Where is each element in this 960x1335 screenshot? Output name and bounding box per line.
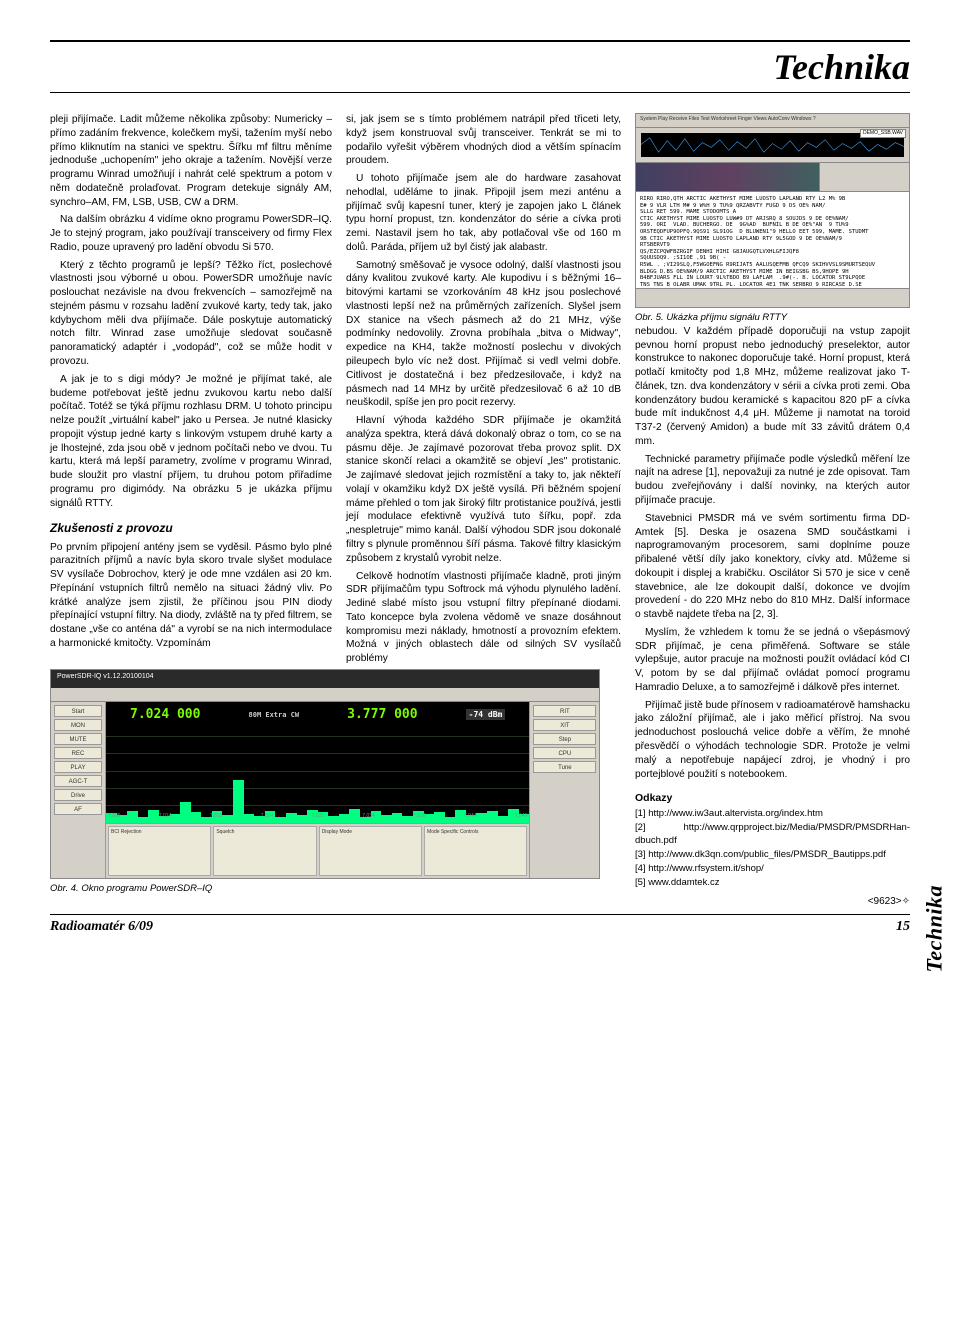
c1-p3: Který z těchto programů je lepší? Těžko … bbox=[50, 259, 332, 369]
fig4-button: AF bbox=[54, 803, 102, 815]
fig4-button: REC bbox=[54, 747, 102, 759]
fig4-mode: 80M Extra CW bbox=[249, 711, 300, 719]
fig4-spectrum: 7,0097,0147,0197,0247,0297,0347,0397,044… bbox=[106, 728, 529, 823]
top-rule bbox=[50, 40, 910, 42]
c2-p5: Celkově hodnotím vlastnosti přijímače kl… bbox=[346, 570, 621, 666]
c1-p5: Po prvním připojení antény jsem se vyděs… bbox=[50, 541, 332, 651]
c1-p1: pleji přijímače. Ladit můžeme několika z… bbox=[50, 113, 332, 209]
c2-p2: U tohoto přijímače jsem ale do hardware … bbox=[346, 172, 621, 255]
fig4-freq-display: 7.024 000 80M Extra CW 3.777 000 -74 dBm bbox=[106, 702, 529, 728]
fig5-menubar: System Play Receive Files Test Workshree… bbox=[636, 114, 909, 128]
ref-2: [2] http://www.qrpproject.biz/Media/PMSD… bbox=[635, 822, 910, 848]
fig5-filename: DEMO_SSB.WAV bbox=[860, 129, 906, 138]
side-section-label: Technika bbox=[922, 885, 948, 973]
fig4-button: Tune bbox=[533, 761, 596, 773]
figure-5-screenshot: System Play Receive Files Test Workshree… bbox=[635, 113, 910, 308]
sub-rule bbox=[50, 92, 910, 93]
fig4-button: AGC-T bbox=[54, 775, 102, 787]
column-3: System Play Receive Files Test Workshree… bbox=[635, 113, 910, 909]
fig4-bottom-group: Mode Specific Controls bbox=[424, 826, 527, 876]
fig4-button: Drive bbox=[54, 789, 102, 801]
ref-4: [4] http://www.rfsystem.it/shop/ bbox=[635, 863, 910, 876]
fig4-button: MON bbox=[54, 719, 102, 731]
fig4-freq-b: 3.777 000 bbox=[347, 707, 417, 722]
fig4-bottom-group: BCI Rejection bbox=[108, 826, 211, 876]
c2-p3: Samotný směšovač je vysoce odolný, další… bbox=[346, 259, 621, 410]
fig4-menubar bbox=[51, 688, 599, 702]
references: Odkazy [1] http://www.iw3aut.altervista.… bbox=[635, 791, 910, 889]
page-footer: Radioamatér 6/09 15 bbox=[50, 914, 910, 935]
fig4-main: 7.024 000 80M Extra CW 3.777 000 -74 dBm… bbox=[106, 702, 529, 878]
ref-1: [1] http://www.iw3aut.altervista.org/ind… bbox=[635, 808, 910, 821]
fig4-right-panel: RIT XIT Step CPU Tune bbox=[529, 702, 599, 878]
footer-pagenum: 15 bbox=[896, 919, 910, 935]
fig4-button: RIT bbox=[533, 705, 596, 717]
fig4-bottom-group: Squelch bbox=[213, 826, 316, 876]
fig4-left-panel: Start MON MUTE REC PLAY AGC-T Drive AF bbox=[51, 702, 106, 878]
c1-p4: A jak je to s digi módy? Je možné je při… bbox=[50, 373, 332, 511]
c1-p2: Na dalším obrázku 4 vidíme okno programu… bbox=[50, 213, 332, 254]
ref-5: [5] www.ddamtek.cz bbox=[635, 877, 910, 890]
article-endmark: <9623>✧ bbox=[635, 895, 910, 909]
fig4-button: XIT bbox=[533, 719, 596, 731]
c1-subhead: Zkušenosti z provozu bbox=[50, 520, 332, 536]
c3-p1: nebudou. V každém případě doporučuji na … bbox=[635, 325, 910, 449]
figure-5-caption: Obr. 5. Ukázka příjmu signálu RTTY bbox=[635, 312, 910, 325]
fig4-button: Start bbox=[54, 705, 102, 717]
ref-3: [3] http://www.dk3qn.com/public_files/PM… bbox=[635, 849, 910, 862]
fig4-freq-a: 7.024 000 bbox=[130, 707, 200, 722]
c3-p5: Přijímač jistě bude přínosem v radioamat… bbox=[635, 699, 910, 782]
c2-p4: Hlavní výhoda každého SDR přijímače je o… bbox=[346, 414, 621, 565]
fig4-button: CPU bbox=[533, 747, 596, 759]
section-masthead: Technika bbox=[50, 46, 910, 88]
figure-4-screenshot: PowerSDR-IQ v1.12.20100104 Start MON MUTE R… bbox=[50, 669, 600, 879]
fig5-waveform: DEMO_SSB.WAV bbox=[636, 128, 909, 163]
c3-p2: Technické parametry přijímače podle výsl… bbox=[635, 453, 910, 508]
fig5-decoded-text: RIRO RIRO,QTH ARCTIC AKETHYST MIME LUOST… bbox=[636, 191, 909, 289]
c2-p1: si, jak jsem se s tímto problé­mem natrá… bbox=[346, 113, 621, 168]
fig4-button: PLAY bbox=[54, 761, 102, 773]
fig5-spectrogram bbox=[636, 163, 819, 191]
fig4-bottom-group: Display Mode bbox=[319, 826, 422, 876]
footer-issue: Radioamatér 6/09 bbox=[50, 919, 153, 935]
fig5-bottom-bar bbox=[636, 289, 909, 307]
fig4-button: Step bbox=[533, 733, 596, 745]
fig4-bottom-panel: BCI RejectionSquelchDisplay ModeMode Spe… bbox=[106, 823, 529, 878]
c3-p3: Stavebnici PMSDR má ve svém sortimentu f… bbox=[635, 512, 910, 622]
fig4-dbm: -74 dBm bbox=[466, 709, 506, 720]
fig5-spectrogram-row bbox=[636, 163, 909, 191]
fig5-controls bbox=[819, 163, 909, 191]
fig4-titlebar: PowerSDR-IQ v1.12.20100104 bbox=[51, 670, 599, 688]
fig4-button: MUTE bbox=[54, 733, 102, 745]
c3-p4: Myslím, že vzhledem k tomu že se jedná o… bbox=[635, 626, 910, 695]
figure-4: PowerSDR-IQ v1.12.20100104 Start MON MUTE R… bbox=[50, 669, 600, 894]
refs-title: Odkazy bbox=[635, 791, 910, 805]
figure-5: System Play Receive Files Test Workshree… bbox=[635, 113, 910, 325]
